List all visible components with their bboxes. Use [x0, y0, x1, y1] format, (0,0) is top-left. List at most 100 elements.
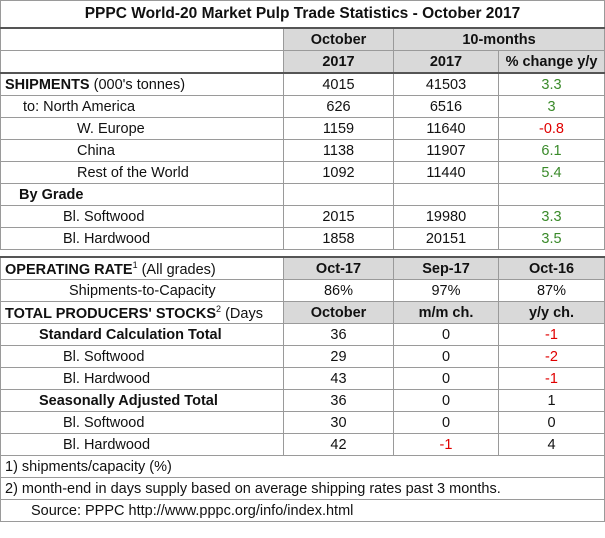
table-row: PPPC World-20 Market Pulp Trade Statisti…: [0, 0, 605, 29]
cell-text: m/m ch.: [418, 304, 474, 321]
value-cell: 4: [497, 433, 605, 456]
value-cell: 3.5: [497, 227, 605, 250]
value-cell: 36: [283, 389, 394, 412]
cell-text: -1: [439, 436, 453, 453]
cell-text: to: North America: [23, 98, 136, 115]
cell: Seasonally Adjusted Total: [0, 389, 284, 412]
cell: Shipments-to-Capacity: [0, 279, 284, 302]
table-row: OPERATING RATE1 (All grades) Oct-17 Sep-17…: [0, 256, 605, 280]
table-row: Shipments-to-Capacity 86% 97% 87%: [0, 279, 605, 302]
cell-text: 2017: [322, 53, 355, 70]
value-cell: -2: [497, 345, 605, 368]
cell-text: Bl. Softwood: [63, 414, 145, 431]
value-cell: 19980: [393, 205, 499, 228]
value-cell: 0: [497, 411, 605, 434]
cell-text: 29: [330, 348, 347, 365]
cell-text: 3.5: [541, 230, 562, 247]
footnote: 1) shipments/capacity (%): [0, 455, 605, 478]
cell-text: TOTAL PRODUCERS' STOCKS: [5, 305, 217, 322]
value-cell: 11907: [393, 139, 499, 162]
cell: Bl. Hardwood: [0, 227, 284, 250]
value-cell: 11640: [393, 117, 499, 140]
cell-text: Oct-16: [528, 260, 575, 277]
table-row: TOTAL PRODUCERS' STOCKS2 (Days October m/m…: [0, 301, 605, 324]
value-cell: 1159: [283, 117, 394, 140]
value-cell: 0: [393, 323, 499, 346]
cell: 2017: [283, 50, 394, 74]
cell-text: Seasonally Adjusted Total: [39, 392, 218, 409]
cell: Oct-17: [283, 256, 394, 280]
spacer: [0, 249, 605, 258]
value-cell: 0: [393, 367, 499, 390]
cell: October: [283, 27, 394, 51]
cell-text: 0: [441, 370, 451, 387]
value-cell: 86%: [283, 279, 394, 302]
cell-text: 3: [547, 98, 556, 115]
table-row: Standard Calculation Total 36 0 -1: [0, 323, 605, 346]
value-cell: 3.3: [497, 72, 605, 96]
cell-text: 0: [547, 414, 556, 431]
cell-text: -1: [545, 370, 558, 387]
value-cell: 4015: [283, 72, 394, 96]
value-cell: 41503: [393, 72, 499, 96]
source: Source: PPPC http://www.pppc.org/info/in…: [0, 499, 605, 522]
cell-text: China: [77, 142, 115, 159]
value-cell: 11440: [393, 161, 499, 184]
cell-text: 0: [441, 392, 451, 409]
cell: Bl. Hardwood: [0, 433, 284, 456]
cell-text: 1092: [322, 164, 355, 181]
value-cell: 20151: [393, 227, 499, 250]
cell-text: 30: [330, 414, 347, 431]
cell: Bl. Softwood: [0, 345, 284, 368]
cell: Rest of the World: [0, 161, 284, 184]
value-cell: 1858: [283, 227, 394, 250]
cell-text: -1: [545, 326, 558, 343]
cell-text: Standard Calculation Total: [39, 326, 222, 343]
table-row: Bl. Hardwood 1858 20151 3.5: [0, 227, 605, 250]
cell-text: PPPC World-20 Market Pulp Trade Statisti…: [84, 5, 521, 22]
cell: 10-months: [392, 27, 605, 51]
cell: Bl. Softwood: [0, 411, 284, 434]
cell-text: 20151: [425, 230, 467, 247]
cell: Oct-16: [497, 256, 605, 280]
cell-text: 42: [330, 436, 347, 453]
cell-text: Shipments-to-Capacity: [69, 282, 216, 299]
cell-text: 2: [216, 303, 222, 314]
value-cell: 3.3: [497, 205, 605, 228]
cell-text: 86%: [323, 282, 354, 299]
cell: Bl. Softwood: [0, 205, 284, 228]
value-cell: 30: [283, 411, 394, 434]
cell-text: 2017: [429, 53, 463, 70]
cell-text: (All grades): [137, 261, 216, 278]
table-row: to: North America 626 6516 3: [0, 95, 605, 118]
cell: 2017: [393, 50, 499, 74]
value-cell: -1: [497, 367, 605, 390]
cell-text: % change y/y: [505, 53, 598, 70]
table-row: By Grade: [0, 183, 605, 206]
cell-text: 0: [441, 414, 451, 431]
cell: SHIPMENTS (000's tonnes): [0, 72, 284, 96]
cell-text: y/y ch.: [528, 304, 575, 321]
value-cell: 0: [393, 389, 499, 412]
value-cell: 6.1: [497, 139, 605, 162]
cell: Sep-17: [393, 256, 499, 280]
cell-text: (000's tonnes): [93, 76, 186, 93]
footnote: 2) month-end in days supply based on ave…: [0, 477, 605, 500]
value-cell: -1: [393, 433, 499, 456]
cell: Bl. Hardwood: [0, 367, 284, 390]
cell: China: [0, 139, 284, 162]
cell: to: North America: [0, 95, 284, 118]
cell-text: 1858: [322, 230, 355, 247]
cell-text: Oct-17: [315, 260, 362, 277]
cell: W. Europe: [0, 117, 284, 140]
cell: y/y ch.: [497, 301, 605, 324]
cell-text: 4015: [322, 76, 355, 93]
cell: Standard Calculation Total: [0, 323, 284, 346]
table-row: Seasonally Adjusted Total 36 0 1: [0, 389, 605, 412]
table-row: October 10-months: [0, 27, 605, 51]
cell-text: 1138: [322, 142, 355, 159]
cell-text: Bl. Softwood: [63, 348, 145, 365]
cell-text: 97%: [431, 282, 461, 299]
table-row: Bl. Softwood 29 0 -2: [0, 345, 605, 368]
value-cell: 36: [283, 323, 394, 346]
